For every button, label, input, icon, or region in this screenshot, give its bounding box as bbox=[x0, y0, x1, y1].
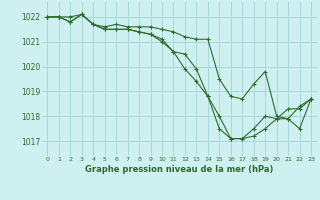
X-axis label: Graphe pression niveau de la mer (hPa): Graphe pression niveau de la mer (hPa) bbox=[85, 165, 273, 174]
